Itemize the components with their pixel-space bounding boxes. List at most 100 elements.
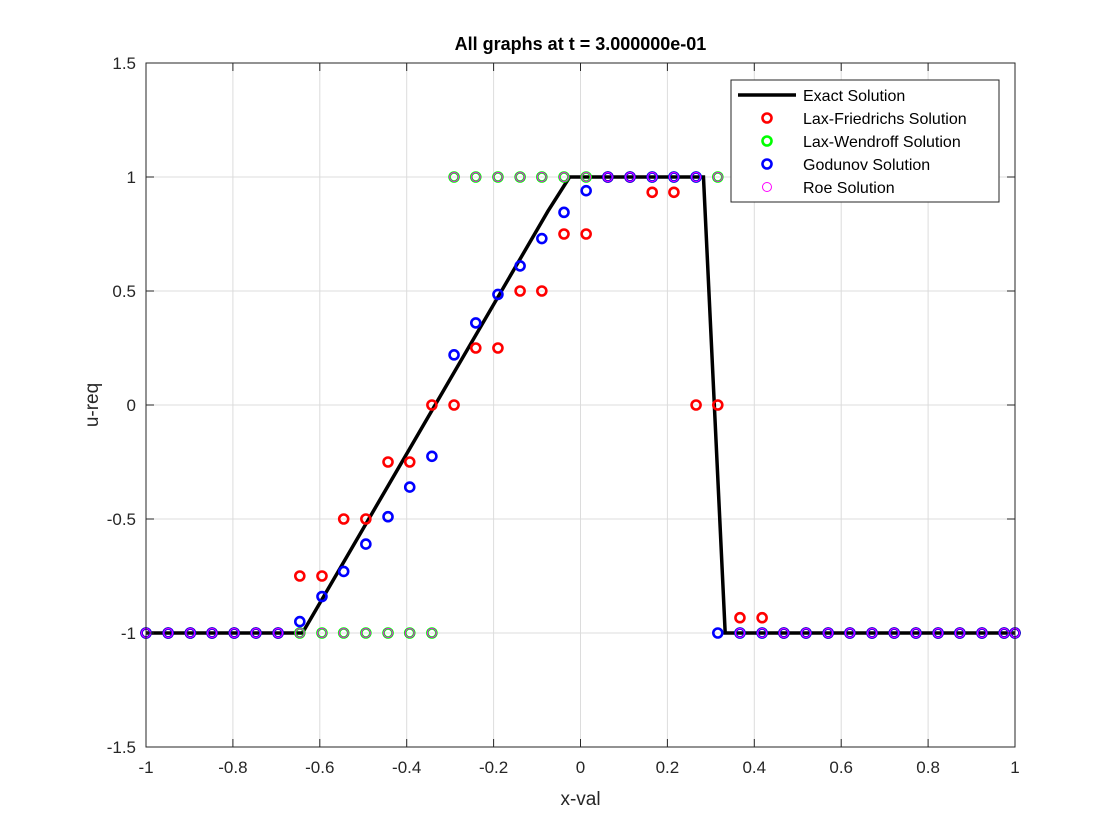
x-tick-label: 0.6 xyxy=(829,758,853,777)
y-tick-label: 1 xyxy=(127,168,136,187)
roe-solution-point xyxy=(449,172,460,182)
roe-solution-point xyxy=(625,172,636,182)
x-tick-label: -0.6 xyxy=(305,758,334,777)
lax-friedrichs-solution-point xyxy=(316,570,328,582)
legend-box xyxy=(730,79,1000,203)
roe-solution-point xyxy=(404,628,415,638)
roe-solution-point xyxy=(954,628,965,638)
lax-friedrichs-solution-point xyxy=(690,399,702,411)
lax-friedrichs-solution-point xyxy=(448,399,460,411)
godunov-solution-point xyxy=(382,510,394,523)
lax-friedrichs-solution-point xyxy=(712,399,724,411)
roe-solution-point xyxy=(801,628,812,638)
roe-solution-point xyxy=(976,628,987,638)
roe-solution-point xyxy=(360,628,371,638)
x-tick-label: -0.2 xyxy=(479,758,508,777)
roe-solution-point xyxy=(229,628,240,638)
roe-solution-point xyxy=(250,628,261,638)
chart-title: All graphs at t = 3.000000e-01 xyxy=(455,34,707,54)
x-tick-label: -0.8 xyxy=(218,758,247,777)
roe-solution-point xyxy=(668,172,679,182)
godunov-solution-point xyxy=(337,565,350,578)
legend-label-lax-friedrichs-solution: Lax-Friedrichs Solution xyxy=(803,111,967,128)
y-tick-label: 1.5 xyxy=(112,54,136,73)
roe-solution-point xyxy=(734,628,745,638)
legend-label-roe-solution: Roe Solution xyxy=(803,180,895,197)
godunov-solution-point xyxy=(712,627,724,639)
roe-solution-point xyxy=(778,628,789,638)
roe-solution-point xyxy=(294,628,305,638)
y-tick-label: 0 xyxy=(127,396,136,415)
series-layer xyxy=(140,171,1021,639)
y-tick-label: -1 xyxy=(121,624,136,643)
roe-solution-point xyxy=(889,628,900,638)
roe-solution-point xyxy=(558,172,569,182)
x-tick-label: 0.4 xyxy=(742,758,766,777)
y-axis-label: u-req xyxy=(82,383,103,427)
lax-friedrichs-solution-point xyxy=(756,611,768,624)
godunov-solution-point xyxy=(403,481,416,493)
roe-solution-point xyxy=(602,172,613,182)
legend-swatch-lax-wendroff-solution xyxy=(761,135,773,147)
legend-label-exact-solution: Exact Solution xyxy=(803,88,905,105)
legend-label-godunov-solution: Godunov Solution xyxy=(803,157,930,174)
roe-solution-point xyxy=(536,172,547,182)
lax-friedrichs-solution-point xyxy=(469,342,482,354)
lax-friedrichs-solution-point xyxy=(360,513,372,525)
lax-friedrichs-solution-point xyxy=(294,570,306,582)
y-tick-label: 0.5 xyxy=(112,282,136,301)
roe-solution-point xyxy=(338,628,349,638)
x-tick-label: -0.4 xyxy=(392,758,421,777)
y-tick-label: -0.5 xyxy=(107,510,136,529)
roe-solution-point xyxy=(910,628,921,638)
legend-swatch-roe-solution xyxy=(762,182,772,192)
godunov-solution-point xyxy=(448,349,460,361)
lax-friedrichs-solution-point xyxy=(514,285,526,297)
lax-friedrichs-solution-point xyxy=(426,399,438,411)
godunov-solution-point xyxy=(316,590,328,603)
roe-solution-point xyxy=(492,172,503,182)
roe-solution-point xyxy=(426,628,437,638)
roe-solution-point xyxy=(383,628,394,638)
roe-solution-point xyxy=(185,628,196,638)
x-tick-label: -1 xyxy=(138,758,153,777)
ticks: -1 -0.8 -0.6 -0.4 -0.2 0 0.2 0.4 0.6 0.8 1-1.5-1-0… xyxy=(107,54,1020,777)
roe-solution-point xyxy=(207,628,218,638)
roe-solution-point xyxy=(273,628,284,638)
legend-swatch-godunov-solution xyxy=(761,158,773,170)
lax-friedrichs-solution-point xyxy=(536,285,548,297)
lax-friedrichs-solution-point xyxy=(403,456,416,468)
roe-solution-point xyxy=(933,628,944,638)
lax-friedrichs-solution-point xyxy=(337,513,350,525)
roe-solution-point xyxy=(581,172,592,182)
lax-friedrichs-solution-point xyxy=(558,228,570,240)
roe-solution-point xyxy=(823,628,834,638)
godunov-solution-point xyxy=(469,317,482,329)
godunov-solution-point xyxy=(580,184,592,197)
godunov-solution-point xyxy=(426,450,438,463)
godunov-solution-point xyxy=(514,260,526,272)
roe-solution-point xyxy=(712,172,723,182)
roe-solution-point xyxy=(844,628,855,638)
roe-solution-point xyxy=(757,628,768,638)
legend: Exact Solution Lax-Friedrichs Solution Lax… xyxy=(730,79,1000,203)
godunov-solution-point xyxy=(558,206,570,219)
legend-swatch-lax-friedrichs-solution xyxy=(761,112,773,124)
roe-solution-point xyxy=(515,172,526,182)
godunov-solution-point xyxy=(360,538,372,550)
legend-label-lax-wendroff-solution: Lax-Wendroff Solution xyxy=(803,134,961,151)
roe-solution-point xyxy=(647,172,658,182)
x-tick-label: 1 xyxy=(1010,758,1019,777)
x-tick-label: 0.8 xyxy=(916,758,940,777)
roe-solution-point xyxy=(867,628,878,638)
roe-solution-point xyxy=(316,628,327,638)
lax-friedrichs-solution-point xyxy=(646,186,658,199)
godunov-solution-point xyxy=(492,288,504,301)
godunov-solution-point xyxy=(294,615,306,628)
x-tick-label: 0 xyxy=(576,758,585,777)
lax-friedrichs-solution-point xyxy=(734,611,746,624)
lax-friedrichs-solution-point xyxy=(668,186,680,199)
lax-friedrichs-solution-point xyxy=(580,228,592,240)
roe-solution-point xyxy=(470,172,481,182)
y-tick-label: -1.5 xyxy=(107,738,136,757)
